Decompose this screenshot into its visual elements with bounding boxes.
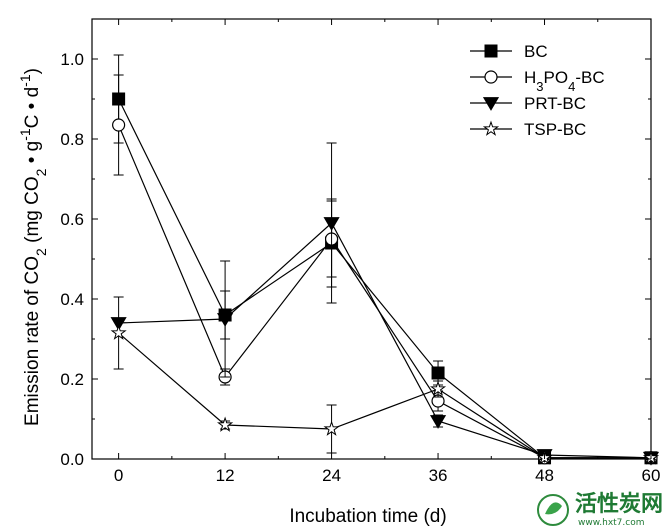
series-line: [118, 332, 651, 459]
data-point: [112, 118, 126, 132]
series-line: [118, 124, 651, 459]
y-tick-label: 0.0: [60, 450, 84, 469]
x-tick-label: 60: [642, 466, 661, 485]
legend-item: BC: [470, 42, 548, 61]
series-line: [118, 222, 652, 459]
series-bc: [112, 54, 658, 465]
y-tick-label: 1.0: [60, 50, 84, 69]
y-tick-label: 0.8: [60, 130, 84, 149]
legend-marker: [482, 97, 500, 111]
data-point: [429, 415, 447, 429]
x-tick-label: 24: [322, 466, 341, 485]
series-line: [118, 98, 651, 459]
y-axis-title-part: 2: [33, 168, 49, 176]
legend-label: TSP-BC: [524, 120, 586, 139]
y-axis-title-part: (mg CO: [22, 176, 43, 248]
y-axis-title-part: 2: [33, 248, 49, 256]
x-tick-label: 48: [535, 466, 554, 485]
data-point: [323, 420, 340, 436]
y-tick-label: 0.6: [60, 210, 84, 229]
watermark-logo: 活性炭网 www.hxt7.com: [537, 491, 663, 528]
y-tick-label: 0.4: [60, 290, 84, 309]
legend-marker: [482, 120, 500, 136]
legend-marker: [484, 44, 498, 58]
y-axis-title-part: Emission rate of CO: [22, 256, 43, 426]
legend-label: BC: [524, 42, 548, 61]
legend-label: H3PO4-BC: [524, 68, 605, 94]
legend-label-part: H: [524, 68, 536, 87]
plot-frame: [91, 18, 652, 460]
data-point: [323, 217, 340, 231]
y-axis-title-part: ): [22, 68, 43, 74]
y-axis-title-part: -1: [17, 74, 33, 87]
watermark-text: 活性炭网: [575, 491, 663, 517]
legend-label-part: 4: [568, 79, 575, 94]
series-prt-bc: [110, 142, 660, 466]
y-axis-title: Emission rate of CO2 (mg CO2 • g-1C • d-…: [17, 68, 49, 426]
data-point: [429, 380, 447, 396]
x-tick-label: 0: [114, 466, 123, 485]
data-point: [216, 416, 234, 432]
data-point: [110, 324, 127, 340]
x-tick-label: 12: [216, 466, 235, 485]
y-tick-label: 0.2: [60, 370, 84, 389]
series-layer: [110, 54, 660, 466]
legend-label-part: 3: [536, 79, 543, 94]
legend-marker: [484, 70, 498, 84]
data-point: [217, 313, 234, 327]
x-tick-label: 36: [429, 466, 448, 485]
x-axis-title: Incubation time (d): [289, 506, 446, 527]
series-tsp-bc: [110, 296, 660, 465]
y-axis-title-part: -1: [17, 128, 33, 141]
y-axis-title-part: C • d: [22, 87, 43, 129]
legend-label-part: -BC: [575, 68, 604, 87]
plot-frame-layer: [91, 18, 652, 460]
legend-item: TSP-BC: [470, 120, 586, 139]
legend-item: PRT-BC: [470, 94, 586, 113]
tick-layer: 0 12 24 36 48 60 0.0 0.2 0.4 0.6 0.8 1.0: [60, 19, 660, 485]
data-point: [431, 366, 445, 380]
legend-label: PRT-BC: [524, 94, 586, 113]
leaf-icon: [545, 502, 562, 515]
watermark-url: www.hxt7.com: [578, 518, 645, 528]
legend-item: H3PO4-BC: [470, 68, 605, 94]
legend-label-part: PO: [544, 68, 569, 87]
y-axis-title-part: • g: [22, 141, 43, 169]
